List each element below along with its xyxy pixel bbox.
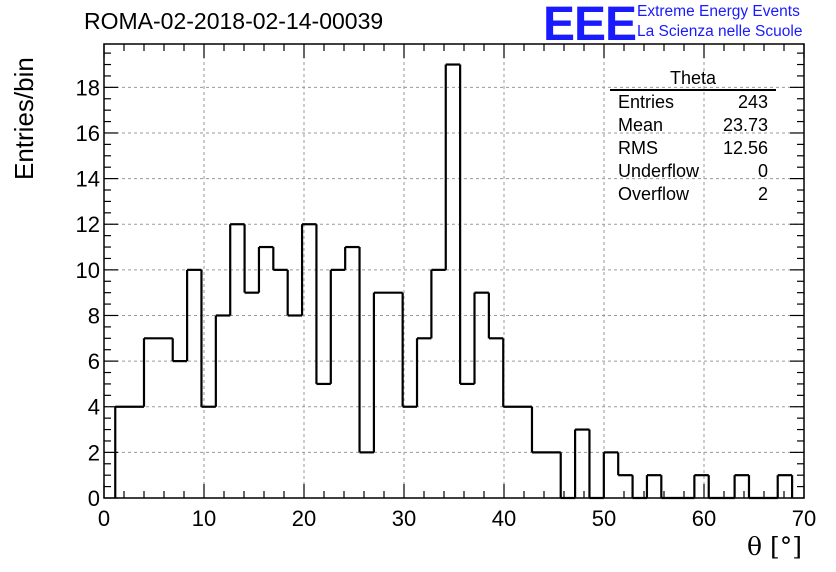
stats-label: Entries [618,92,675,112]
histogram-bin [747,475,778,500]
x-tick-label: 20 [292,506,316,531]
x-tick-label: 10 [192,506,216,531]
histogram-bin [186,268,202,362]
y-tick-label: 14 [76,167,100,192]
histogram-bin [776,474,794,498]
y-tick-label: 2 [88,440,100,465]
x-tick-labels: 0 10 20 30 40 50 60 70 [98,506,816,531]
histogram-bin [329,268,346,384]
stats-label: Mean [618,115,664,135]
stats-row: RMS 12.56 [610,137,776,160]
y-axis-label: Entries/bin [9,57,39,180]
stats-value: 2 [757,184,768,204]
x-tick-label: 0 [98,506,110,531]
stats-label: Overflow [618,184,690,204]
eee-logo: EEE [543,0,637,51]
histogram-bin [171,338,188,363]
y-tick-label: 6 [88,349,100,374]
stats-title: Theta [610,67,776,91]
histogram-bin [487,292,504,340]
stats-row: Underflow 0 [610,160,776,183]
stats-row: Mean 23.73 [610,114,776,137]
histogram-bin [200,269,216,408]
histogram-bin [358,247,374,454]
x-tick-label: 50 [592,506,616,531]
histogram-bin [473,291,489,384]
histogram-bin [272,247,288,271]
y-tick-label: 12 [76,212,100,237]
stats-label: RMS [618,138,658,158]
histogram-bin [602,451,619,498]
plot-frame [103,43,805,499]
histogram-bin [229,223,245,316]
histogram-bin [707,475,735,500]
histogram-bin [286,269,303,317]
histogram-bin [257,245,274,293]
histogram-bin [617,452,633,477]
x-tick-label: 40 [492,506,516,531]
stats-box: Theta Entries 243 Mean 23.73 RMS 12.56 Unde… [610,67,776,206]
axis-ticks [103,44,805,499]
histogram-bin [530,406,561,454]
histogram-bin [631,475,647,500]
y-tick-labels: 0 2 4 6 8 10 12 14 16 18 [76,75,100,511]
histogram-bin [315,224,331,386]
y-tick-label: 8 [88,303,100,328]
histogram-bin [559,452,576,500]
logo-subtitle-2: La Scienza nelle Scuole [637,23,803,40]
y-tick-label: 0 [88,486,100,511]
histogram-bin [142,337,173,407]
histogram-bin [502,338,532,408]
histogram-bin [214,314,231,407]
histogram-bin [344,245,360,270]
stats-label: Underflow [618,161,700,181]
histogram-bin [645,474,662,498]
stats-value: 12.56 [722,138,768,158]
histogram-bin [430,268,446,339]
stats-value: 243 [737,92,768,112]
stats-value: 0 [757,161,768,181]
stats-value: 23.73 [722,115,768,135]
y-tick-label: 18 [76,75,100,100]
histogram-bin [459,64,475,386]
y-tick-label: 16 [76,121,100,146]
y-tick-label: 4 [88,395,100,420]
histogram-bin [660,475,695,500]
chart-title: ROMA-02-2018-02-14-00039 [84,8,384,34]
histogram-bin [693,474,709,498]
logo-subtitle-1: Extreme Energy Events [637,3,800,20]
histogram-bin [573,428,590,498]
histogram-bin [588,429,604,500]
stats-row: Overflow 2 [610,183,776,206]
histogram-bin [444,63,461,270]
histogram-bin [372,291,403,453]
histogram-bin [401,292,418,408]
x-tick-label: 70 [792,506,816,531]
stats-row: Entries 243 [610,91,776,114]
y-tick-label: 10 [76,258,100,283]
x-tick-label: 60 [692,506,716,531]
x-axis-label: θ [°] [746,532,802,561]
histogram-bin [243,224,259,294]
histogram-bin [300,223,317,316]
x-tick-label: 30 [392,506,416,531]
histogram-bin [415,337,432,407]
histogram-bin [733,474,749,498]
